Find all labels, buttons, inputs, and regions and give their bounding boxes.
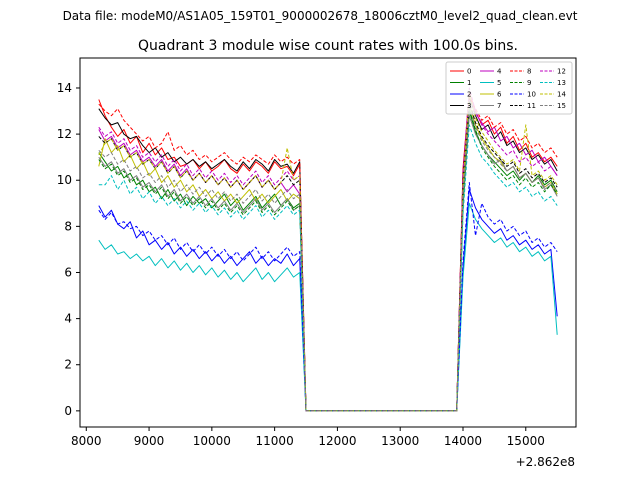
legend-box bbox=[445, 61, 573, 115]
legend-label-9: 9 bbox=[527, 79, 531, 87]
legend-label-3: 3 bbox=[467, 102, 471, 110]
x-tick-label: 12000 bbox=[318, 434, 356, 448]
series-line-13 bbox=[98, 124, 558, 412]
x-tick-label: 14000 bbox=[444, 434, 482, 448]
chart-title: Quadrant 3 module wise count rates with … bbox=[138, 38, 518, 54]
legend-label-4: 4 bbox=[497, 68, 502, 76]
legend-label-12: 12 bbox=[557, 68, 566, 76]
x-offset-label: +2.862e8 bbox=[516, 455, 575, 469]
x-tick-label: 11000 bbox=[256, 434, 294, 448]
legend-label-6: 6 bbox=[497, 91, 502, 99]
legend-label-2: 2 bbox=[467, 91, 471, 99]
legend-label-14: 14 bbox=[557, 91, 566, 99]
legend-label-10: 10 bbox=[527, 91, 536, 99]
plot-area: 8000 9000 10000 11000 12000 13000 14000 15000 0 2… bbox=[57, 81, 558, 448]
x-tick-label: 9000 bbox=[134, 434, 165, 448]
y-tick-label: 14 bbox=[57, 81, 72, 95]
y-tick-label: 12 bbox=[57, 127, 72, 141]
legend-label-15: 15 bbox=[557, 102, 566, 110]
x-tick-label: 13000 bbox=[381, 434, 419, 448]
legend-label-5: 5 bbox=[497, 79, 501, 87]
legend-label-8: 8 bbox=[527, 68, 531, 76]
chart-suptitle: Data file: modeM0/AS1A05_159T01_90000026… bbox=[63, 9, 578, 23]
y-tick-label: 6 bbox=[64, 265, 72, 279]
x-tick-label: 15000 bbox=[507, 434, 545, 448]
legend-label-7: 7 bbox=[497, 102, 501, 110]
legend-label-13: 13 bbox=[557, 79, 566, 87]
legend-label-0: 0 bbox=[467, 68, 471, 76]
axes-frame bbox=[79, 57, 577, 428]
y-tick-label: 8 bbox=[64, 219, 72, 233]
x-tick-label: 8000 bbox=[71, 434, 102, 448]
series-line-14 bbox=[98, 92, 558, 412]
y-tick-label: 10 bbox=[57, 173, 72, 187]
legend-label-11: 11 bbox=[527, 102, 536, 110]
y-tick-label: 4 bbox=[64, 312, 72, 326]
y-tick-label: 2 bbox=[64, 358, 72, 372]
y-tick-label: 0 bbox=[64, 404, 72, 418]
legend-label-1: 1 bbox=[467, 79, 471, 87]
x-tick-label: 10000 bbox=[193, 434, 231, 448]
series-line-15 bbox=[98, 105, 558, 412]
